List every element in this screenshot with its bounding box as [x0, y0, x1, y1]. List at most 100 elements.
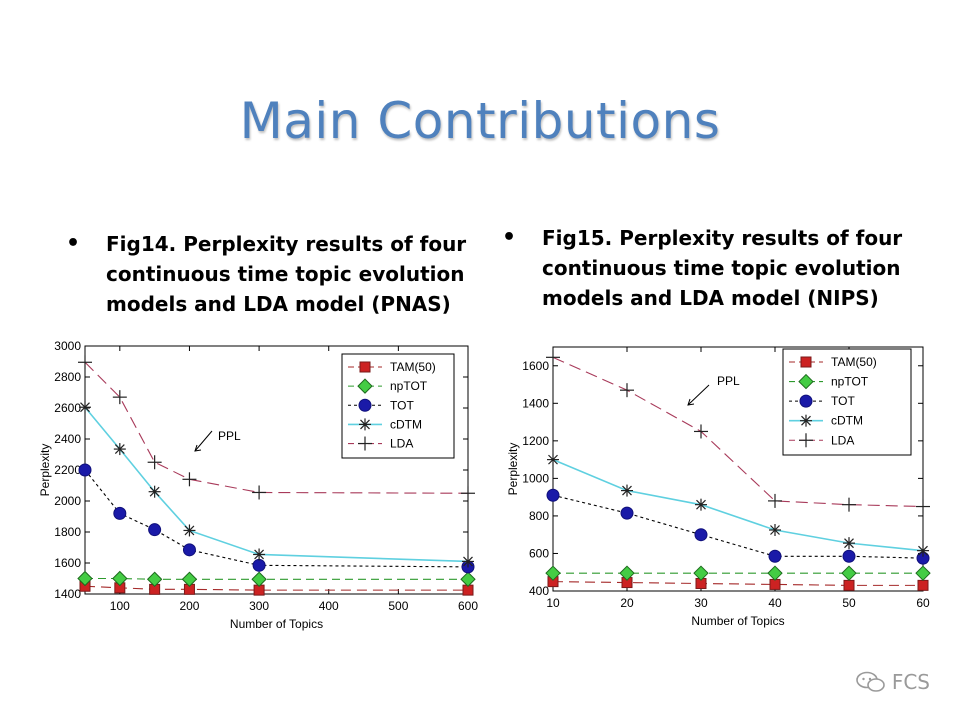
data-point — [113, 443, 126, 456]
data-point — [916, 499, 930, 514]
bullet-fig15-line: models and LDA model (NIPS) — [542, 286, 879, 310]
x-tick-label: 300 — [249, 599, 269, 613]
legend-item: npTOT — [789, 373, 869, 390]
data-point-shape — [545, 565, 561, 581]
data-point — [546, 350, 560, 365]
data-point — [251, 571, 267, 587]
footer-label: FCS — [891, 670, 930, 694]
data-point — [148, 485, 161, 498]
data-point-shape — [694, 528, 708, 542]
bullet-dot: • — [66, 231, 81, 256]
x-axis-label: Number of Topics — [691, 614, 784, 628]
bullet-fig14-line: continuous time topic evolution — [106, 262, 465, 286]
data-point — [619, 565, 635, 581]
data-point-shape — [841, 565, 857, 581]
legend-label: npTOT — [831, 375, 869, 389]
data-point — [545, 565, 561, 581]
x-tick-label: 60 — [916, 596, 930, 610]
series-tot — [546, 488, 930, 565]
y-tick-label: 600 — [529, 546, 549, 560]
data-point-shape — [181, 571, 198, 587]
data-point — [182, 543, 196, 557]
data-point — [78, 463, 92, 477]
data-point — [917, 579, 929, 591]
data-point — [621, 484, 633, 497]
x-tick-label: 600 — [458, 599, 478, 613]
ppl-annotation: PPL — [717, 374, 740, 388]
data-point — [767, 565, 783, 581]
data-point-shape — [769, 578, 781, 590]
data-point-stroke — [918, 545, 928, 556]
legend-item: TAM(50) — [789, 355, 877, 369]
legend-item: cDTM — [348, 417, 422, 431]
data-point-stroke — [548, 454, 558, 465]
legend-marker — [359, 361, 371, 373]
y-tick-label: 800 — [529, 509, 549, 523]
series-nptot — [77, 570, 476, 587]
data-point — [917, 544, 929, 557]
ppl-annotation: PPL — [218, 429, 241, 443]
data-point-stroke — [80, 402, 90, 413]
bullet-dot: • — [502, 225, 517, 250]
legend-item: LDA — [789, 433, 854, 448]
legend-marker — [800, 414, 812, 427]
legend-marker-shape — [357, 378, 373, 394]
data-point — [78, 355, 92, 370]
bullet-fig14-text: Fig14. Perplexity results of four contin… — [106, 229, 466, 319]
data-point — [546, 488, 560, 502]
data-point — [182, 472, 197, 487]
bullet-fig14-line: models and LDA model (PNAS) — [106, 292, 451, 316]
data-point-shape — [620, 506, 634, 520]
y-tick-label: 1600 — [54, 556, 81, 570]
data-point-shape — [768, 549, 782, 563]
wechat-icon — [856, 671, 885, 692]
data-point-stroke — [844, 538, 854, 549]
slide-title: Main Contributions — [239, 92, 721, 150]
data-point — [460, 571, 476, 587]
x-axis-label: Number of Topics — [230, 617, 323, 631]
y-tick-label: 1600 — [522, 359, 549, 373]
legend-marker — [358, 398, 372, 412]
legend-label: cDTM — [831, 414, 863, 428]
legend-marker-stroke — [801, 415, 811, 426]
legend-marker — [799, 433, 813, 448]
series-cdtm — [79, 401, 474, 568]
legend-marker — [358, 436, 372, 451]
legend-item: TOT — [348, 398, 414, 412]
data-point — [253, 548, 266, 561]
legend-label: LDA — [390, 437, 413, 451]
series-lda — [78, 355, 475, 501]
perplexity-chart-nips: 400 600 800 1000 1200 1400 1600 10 20 30 40 50 60 Num… — [506, 346, 931, 628]
legend-item: cDTM — [789, 414, 863, 428]
legend-label: npTOT — [390, 379, 428, 393]
data-point — [112, 570, 128, 587]
bullet-fig15-line: continuous time topic evolution — [542, 256, 901, 280]
data-point-shape — [252, 558, 266, 572]
data-point — [77, 570, 93, 587]
series-line — [552, 356, 924, 508]
y-tick-label: 1200 — [522, 434, 549, 448]
legend-marker — [799, 394, 813, 408]
legend: TAM(50) npTOT TOT cDTM LDA — [341, 353, 455, 459]
series-lda — [546, 350, 930, 514]
data-point — [547, 453, 559, 466]
bullet-fig14: • Fig14. Perplexity results of four cont… — [66, 229, 486, 321]
data-point-shape — [693, 565, 709, 581]
plot-frame — [552, 346, 924, 592]
bullet-fig15-text: Fig15. Perplexity results of four contin… — [542, 223, 902, 313]
legend-label: LDA — [831, 433, 854, 447]
x-tick-label: 200 — [179, 599, 199, 613]
footer-brand: FCS — [856, 670, 930, 694]
data-point — [148, 523, 162, 537]
y-tick-label: 400 — [529, 584, 549, 598]
legend-label: TAM(50) — [831, 355, 877, 369]
data-point-shape — [460, 571, 476, 587]
y-tick-label: 3000 — [54, 339, 81, 353]
y-tick-label: 2400 — [54, 432, 81, 446]
bullet-fig15-line: Fig15. Perplexity results of four — [542, 226, 903, 250]
series-cdtm — [547, 453, 929, 557]
data-point — [843, 579, 855, 591]
data-point-shape — [113, 506, 127, 520]
data-point — [112, 390, 127, 405]
series-line — [552, 458, 924, 552]
